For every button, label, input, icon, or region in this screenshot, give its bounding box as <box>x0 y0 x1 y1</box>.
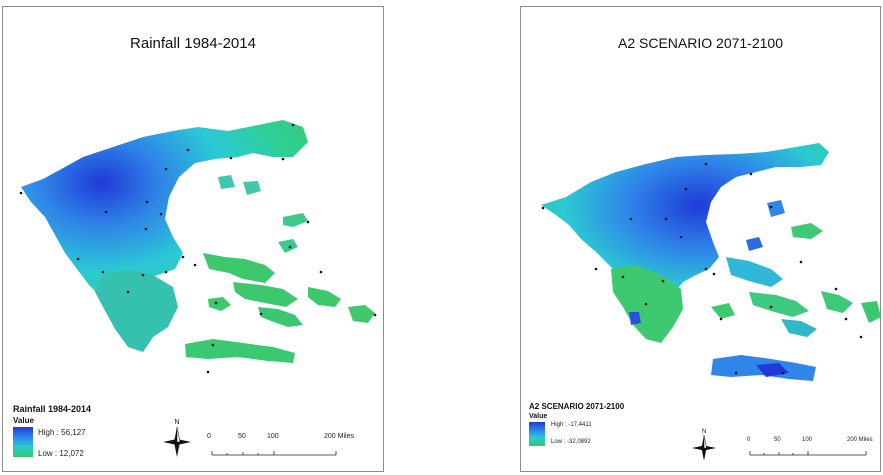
scale-tick: 0 <box>207 433 211 440</box>
legend-high-label: High : -17,4411 <box>551 422 592 428</box>
scale-tick: 100 <box>802 437 813 443</box>
crete-region <box>185 339 295 363</box>
scale-tick: 50 <box>774 437 781 443</box>
legend-low-label: Low : 12,072 <box>38 449 84 458</box>
north-label: N <box>702 429 706 435</box>
map-title: A2 SCENARIO 2071-2100 <box>618 35 783 51</box>
scale-tick: 200 Miles <box>847 437 873 443</box>
scale-bar <box>746 445 878 459</box>
station-points <box>19 123 377 374</box>
legend-color-ramp <box>13 427 33 457</box>
aegean-islands <box>203 253 275 283</box>
mainland-region <box>21 120 308 329</box>
legend-low-label: Low : -32,0892 <box>551 439 591 445</box>
a2-scenario-map-panel: A2 SCENARIO 2071-2100 <box>520 6 881 472</box>
mainland-region <box>541 143 829 322</box>
map-title: Rainfall 1984-2014 <box>130 35 256 52</box>
north-arrow-icon: N <box>163 419 191 457</box>
legend-field: Value <box>13 416 34 425</box>
north-label: N <box>174 419 179 426</box>
scale-tick: 100 <box>267 433 279 440</box>
station-points <box>541 162 863 375</box>
legend-title: A2 SCENARIO 2071-2100 <box>529 402 625 411</box>
legend-color-ramp <box>529 422 545 446</box>
rainfall-map-panel: Rainfall 1984-2014 <box>2 6 384 472</box>
scale-tick: 50 <box>238 433 246 440</box>
legend-field: Value <box>529 413 548 420</box>
scale-bar <box>208 443 358 459</box>
legend-high-label: High : 56,127 <box>38 428 86 437</box>
peloponnese-region <box>95 269 178 352</box>
rainfall-map <box>19 120 377 374</box>
legend-title: Rainfall 1984-2014 <box>13 404 92 414</box>
scale-tick: 0 <box>747 437 751 443</box>
scale-tick: 200 Miles <box>324 433 354 440</box>
a2-scenario-map <box>541 143 881 381</box>
north-arrow-icon: N <box>692 429 716 461</box>
